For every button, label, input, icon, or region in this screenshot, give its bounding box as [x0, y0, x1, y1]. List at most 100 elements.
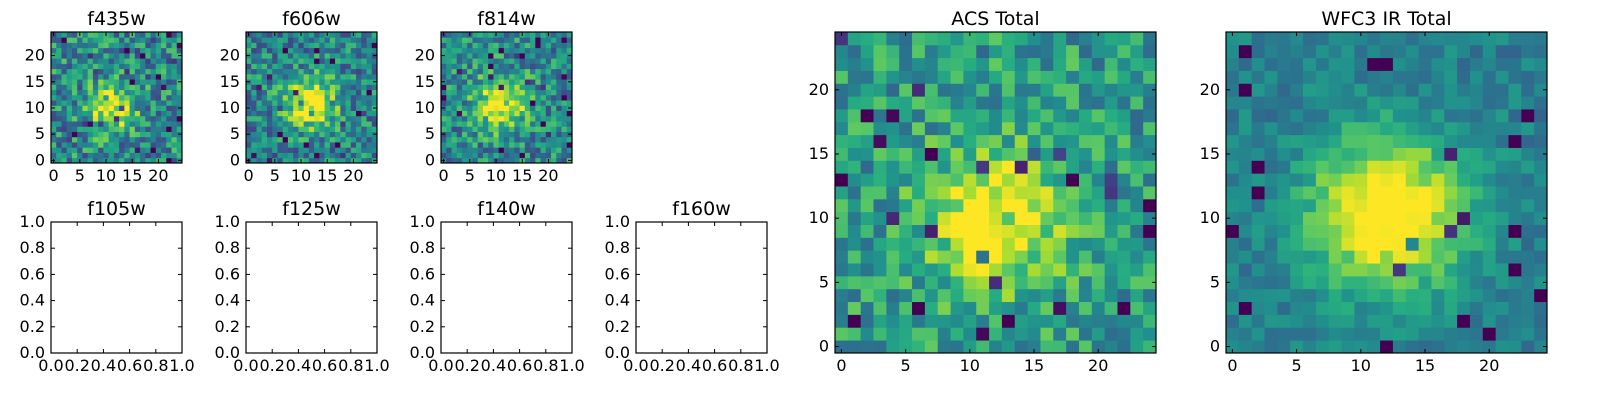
heatmap-cell	[566, 142, 573, 148]
heatmap-cell	[1418, 134, 1432, 148]
heatmap-cell	[482, 58, 489, 64]
heatmap-cell	[61, 37, 68, 43]
heatmap-cell	[155, 105, 162, 111]
heatmap-cell	[82, 32, 89, 38]
heatmap-cell	[171, 147, 178, 153]
heatmap-cell	[509, 136, 515, 143]
heatmap-cell	[1341, 327, 1355, 341]
heatmap-cell	[319, 79, 325, 85]
heatmap-cell	[1469, 198, 1484, 213]
heatmap-cell	[71, 105, 78, 111]
heatmap-cell	[98, 32, 104, 38]
heatmap-cell	[937, 160, 951, 174]
heatmap-cell	[540, 42, 547, 49]
heatmap-cell	[1469, 237, 1484, 251]
heatmap-cell	[366, 63, 373, 70]
heatmap-cell	[1444, 288, 1458, 303]
heatmap-cell	[976, 301, 990, 315]
heatmap-cell	[51, 58, 57, 64]
heatmap-cell	[277, 121, 284, 127]
heatmap-cell	[113, 100, 120, 106]
heatmap-cell	[1469, 147, 1484, 161]
heatmap-cell	[282, 105, 289, 111]
heatmap-cell	[524, 142, 531, 148]
heatmap-cell	[56, 42, 62, 49]
heatmap-cell	[1341, 96, 1355, 110]
heatmap-cell	[261, 110, 268, 117]
heatmap-cell	[1104, 314, 1118, 328]
heatmap-cell	[503, 89, 510, 96]
heatmap-cell	[1469, 186, 1484, 200]
heatmap-cell	[847, 301, 862, 315]
heatmap-cell	[113, 58, 120, 64]
heatmap-cell	[287, 136, 294, 143]
heatmap-cell	[1143, 96, 1157, 110]
heatmap-cell	[319, 100, 325, 106]
heatmap-cell	[261, 100, 268, 106]
heatmap-cell	[514, 136, 520, 143]
heatmap-cell	[92, 37, 99, 43]
heatmap-cell	[356, 136, 362, 143]
heatmap-cell	[540, 152, 547, 159]
heatmap-cell	[350, 89, 357, 96]
heatmap-cell	[1354, 288, 1368, 303]
heatmap-cell	[1014, 327, 1028, 341]
heatmap-cell	[963, 211, 977, 225]
heatmap-cell	[51, 126, 57, 132]
heatmap-cell	[282, 68, 289, 75]
heatmap-cell	[150, 68, 157, 75]
heatmap-cell	[87, 115, 94, 122]
heatmap-cell	[488, 52, 494, 59]
heatmap-cell	[1117, 263, 1131, 277]
heatmap-cell	[87, 147, 94, 153]
heatmap-cell	[1277, 57, 1291, 71]
heatmap-cell	[1226, 83, 1240, 97]
heatmap-cell	[561, 126, 568, 132]
heatmap-cell	[340, 79, 346, 85]
heatmap-cell	[319, 42, 325, 49]
heatmap-cell	[155, 126, 162, 132]
x-tick-label: 0	[244, 166, 254, 185]
heatmap-cell	[287, 32, 294, 38]
y-tick-label: 0.0	[605, 343, 630, 362]
heatmap-cell	[1431, 109, 1445, 123]
heatmap-cell	[514, 79, 520, 85]
heatmap-cell	[1303, 314, 1317, 328]
heatmap-cell	[1104, 263, 1118, 277]
heatmap-cell	[1392, 32, 1407, 46]
heatmap-cell	[1264, 301, 1278, 315]
heatmap-cell	[1367, 198, 1381, 213]
heatmap-cell	[461, 94, 468, 101]
heatmap-cell	[989, 83, 1003, 97]
heatmap-cell	[1130, 70, 1144, 84]
heatmap-cell	[87, 100, 94, 106]
heatmap-cell	[129, 89, 136, 96]
heatmap-cell	[98, 147, 104, 153]
heatmap-cell	[899, 32, 913, 46]
heatmap-cell	[1027, 147, 1041, 161]
heatmap-cell	[145, 42, 151, 49]
heatmap-cell	[545, 52, 552, 59]
heatmap-cell	[835, 198, 849, 213]
heatmap-cell	[1521, 301, 1535, 315]
heatmap-cell	[71, 136, 78, 143]
heatmap-cell	[150, 110, 157, 117]
heatmap-cell	[561, 73, 568, 80]
heatmap-cell	[1040, 96, 1054, 110]
heatmap-cell	[335, 105, 341, 111]
heatmap-cell	[1457, 250, 1471, 264]
heatmap-cell	[77, 89, 83, 96]
heatmap-cell	[56, 32, 62, 38]
heatmap-cell	[293, 126, 299, 132]
heatmap-cell	[1091, 173, 1106, 187]
heatmap-cell	[340, 58, 346, 64]
heatmap-cell	[298, 63, 305, 70]
heatmap-cell	[472, 110, 479, 117]
heatmap-cell	[963, 121, 977, 136]
heatmap-cell	[56, 73, 62, 80]
heatmap-cell	[924, 44, 939, 59]
heatmap-cell	[524, 147, 531, 153]
heatmap-cell	[56, 47, 62, 54]
y-tick-label: 0.6	[605, 264, 630, 283]
heatmap-cell	[261, 142, 268, 148]
